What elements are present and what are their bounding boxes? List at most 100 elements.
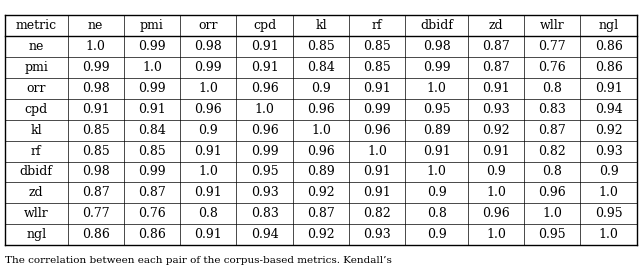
Text: 0.83: 0.83	[251, 207, 278, 220]
Text: 0.87: 0.87	[538, 124, 566, 137]
Text: 0.96: 0.96	[195, 103, 222, 116]
Text: 0.99: 0.99	[138, 165, 166, 178]
Text: 0.92: 0.92	[307, 186, 335, 199]
Text: 0.91: 0.91	[251, 61, 278, 74]
Text: 0.91: 0.91	[138, 103, 166, 116]
Text: 0.93: 0.93	[364, 228, 391, 241]
Text: wllr: wllr	[540, 19, 564, 32]
Text: 0.98: 0.98	[423, 40, 451, 53]
Text: wllr: wllr	[24, 207, 49, 220]
Text: 0.91: 0.91	[251, 40, 278, 53]
Text: rf: rf	[372, 19, 383, 32]
Text: 1.0: 1.0	[86, 40, 106, 53]
Text: 0.91: 0.91	[364, 82, 391, 95]
Text: cpd: cpd	[25, 103, 48, 116]
Text: 0.99: 0.99	[423, 61, 451, 74]
Text: 0.84: 0.84	[138, 124, 166, 137]
Text: The correlation between each pair of the corpus-based metrics. Kendall’s: The correlation between each pair of the…	[5, 256, 392, 265]
Text: 0.99: 0.99	[138, 40, 166, 53]
Text: dbidf: dbidf	[420, 19, 453, 32]
Text: 1.0: 1.0	[598, 228, 619, 241]
Text: 0.92: 0.92	[482, 124, 510, 137]
Text: 1.0: 1.0	[542, 207, 563, 220]
Text: 0.8: 0.8	[542, 165, 563, 178]
Text: 0.91: 0.91	[195, 186, 222, 199]
Text: 0.8: 0.8	[427, 207, 447, 220]
Text: 0.99: 0.99	[82, 61, 109, 74]
Text: 1.0: 1.0	[255, 103, 275, 116]
Text: 0.82: 0.82	[538, 145, 566, 158]
Text: 0.94: 0.94	[251, 228, 278, 241]
Text: 0.96: 0.96	[364, 124, 391, 137]
Text: 1.0: 1.0	[198, 82, 218, 95]
Text: ne: ne	[88, 19, 104, 32]
Text: 0.95: 0.95	[595, 207, 623, 220]
Text: 0.95: 0.95	[423, 103, 451, 116]
Text: 1.0: 1.0	[198, 165, 218, 178]
Text: 0.94: 0.94	[595, 103, 623, 116]
Text: 1.0: 1.0	[311, 124, 331, 137]
Text: ngl: ngl	[598, 19, 619, 32]
Text: 0.85: 0.85	[138, 145, 166, 158]
Text: 0.77: 0.77	[82, 207, 109, 220]
Text: 0.91: 0.91	[482, 145, 510, 158]
Text: cpd: cpd	[253, 19, 276, 32]
Text: 0.96: 0.96	[482, 207, 510, 220]
Text: 0.8: 0.8	[542, 82, 563, 95]
Text: 0.91: 0.91	[595, 82, 623, 95]
Text: 0.93: 0.93	[482, 103, 510, 116]
Text: 1.0: 1.0	[427, 82, 447, 95]
Text: rf: rf	[31, 145, 42, 158]
Text: 0.92: 0.92	[595, 124, 623, 137]
Text: zd: zd	[489, 19, 503, 32]
Text: 0.91: 0.91	[195, 228, 222, 241]
Text: 0.96: 0.96	[307, 145, 335, 158]
Text: 0.87: 0.87	[138, 186, 166, 199]
Text: 0.9: 0.9	[198, 124, 218, 137]
Text: 0.96: 0.96	[251, 124, 278, 137]
Text: 0.87: 0.87	[82, 186, 109, 199]
Text: 0.89: 0.89	[307, 165, 335, 178]
Text: kl: kl	[315, 19, 327, 32]
Text: 0.86: 0.86	[595, 61, 623, 74]
Text: ne: ne	[29, 40, 44, 53]
Text: 0.95: 0.95	[251, 165, 278, 178]
Text: 0.99: 0.99	[364, 103, 391, 116]
Text: 1.0: 1.0	[486, 228, 506, 241]
Text: 0.9: 0.9	[311, 82, 331, 95]
Text: 0.76: 0.76	[538, 61, 566, 74]
Text: pmi: pmi	[140, 19, 164, 32]
Text: 0.87: 0.87	[307, 207, 335, 220]
Text: metric: metric	[16, 19, 57, 32]
Text: 0.85: 0.85	[307, 40, 335, 53]
Text: orr: orr	[27, 82, 46, 95]
Text: 0.85: 0.85	[364, 61, 391, 74]
Text: 1.0: 1.0	[367, 145, 387, 158]
Text: 0.98: 0.98	[195, 40, 222, 53]
Text: 0.91: 0.91	[364, 165, 391, 178]
Text: 0.98: 0.98	[82, 165, 109, 178]
Text: 1.0: 1.0	[598, 186, 619, 199]
Text: 0.85: 0.85	[364, 40, 391, 53]
Text: 0.91: 0.91	[364, 186, 391, 199]
Text: 0.84: 0.84	[307, 61, 335, 74]
Text: 0.9: 0.9	[427, 228, 447, 241]
Text: 0.9: 0.9	[427, 186, 447, 199]
Text: 0.82: 0.82	[364, 207, 391, 220]
Text: 0.96: 0.96	[251, 82, 278, 95]
Text: 1.0: 1.0	[427, 165, 447, 178]
Text: 0.99: 0.99	[251, 145, 278, 158]
Text: 0.86: 0.86	[82, 228, 109, 241]
Text: 0.9: 0.9	[599, 165, 618, 178]
Text: 0.91: 0.91	[482, 82, 510, 95]
Text: orr: orr	[198, 19, 218, 32]
Text: kl: kl	[31, 124, 42, 137]
Text: 0.99: 0.99	[195, 61, 222, 74]
Text: zd: zd	[29, 186, 44, 199]
Text: 0.8: 0.8	[198, 207, 218, 220]
Text: 0.76: 0.76	[138, 207, 166, 220]
Text: 0.96: 0.96	[538, 186, 566, 199]
Text: 0.93: 0.93	[251, 186, 278, 199]
Text: ngl: ngl	[26, 228, 46, 241]
Text: 0.95: 0.95	[538, 228, 566, 241]
